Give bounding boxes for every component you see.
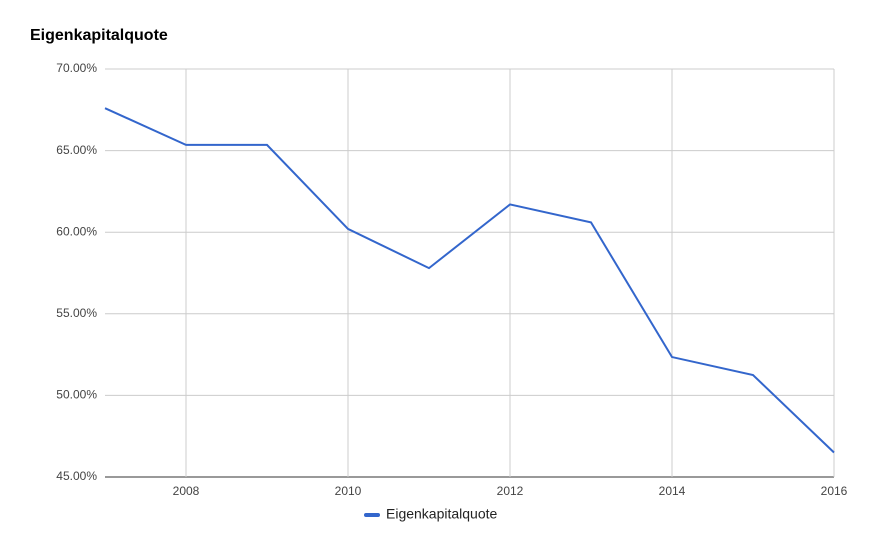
y-tick-label: 50.00% — [56, 388, 97, 402]
y-tick-label: 55.00% — [56, 306, 97, 320]
x-tick-label: 2016 — [821, 484, 848, 498]
chart-title: Eigenkapitalquote — [30, 27, 168, 44]
x-tick-label: 2014 — [659, 484, 686, 498]
y-tick-label: 70.00% — [56, 61, 97, 75]
y-tick-label: 45.00% — [56, 469, 97, 483]
legend-label: Eigenkapitalquote — [386, 506, 498, 522]
y-tick-label: 60.00% — [56, 224, 97, 238]
y-tick-label: 65.00% — [56, 143, 97, 157]
x-tick-label: 2012 — [497, 484, 524, 498]
x-tick-label: 2010 — [335, 484, 362, 498]
line — [104, 107, 835, 454]
x-tick-label: 2008 — [173, 484, 200, 498]
